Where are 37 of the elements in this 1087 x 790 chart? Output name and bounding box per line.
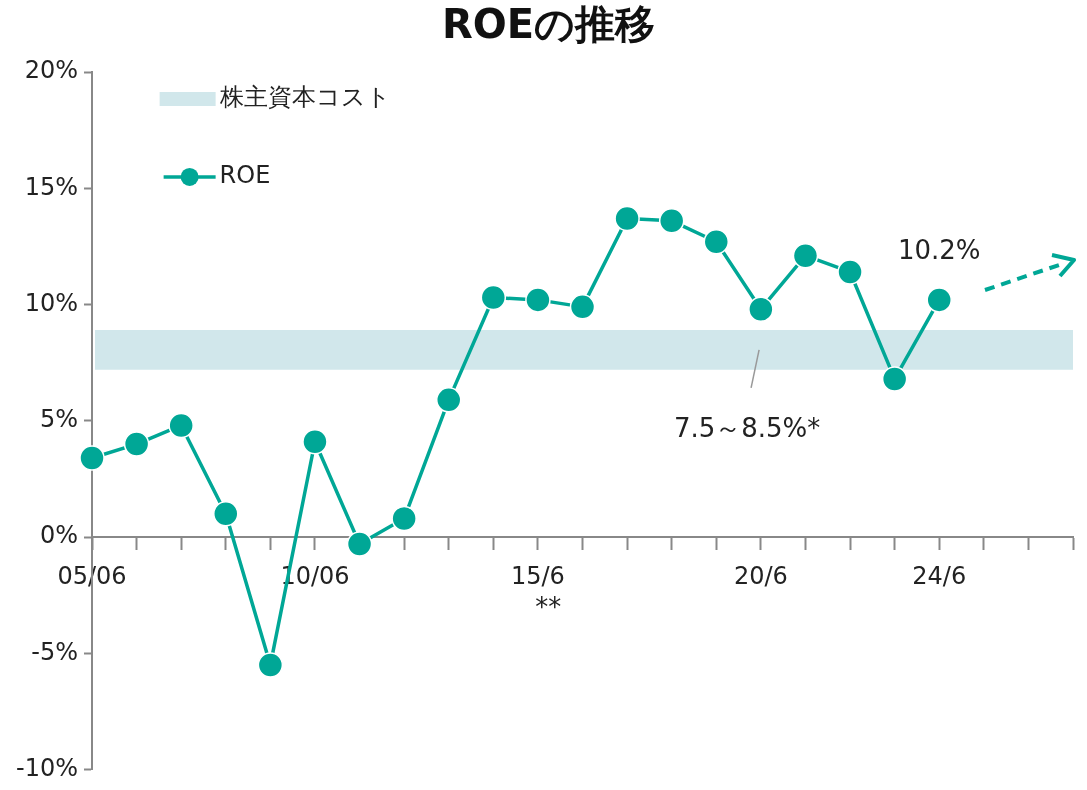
point [257,652,284,678]
point [435,387,462,413]
point [614,205,640,232]
point [346,531,373,557]
point [213,501,239,527]
point [881,366,908,392]
point [837,259,863,285]
point [79,445,105,471]
y-tick-label: -10% [15,753,78,782]
y-tick-label: 0% [39,521,78,550]
point [926,287,952,313]
x-tick-label: 05/06 [57,561,127,590]
point [748,296,774,322]
annotation: 10.2% [897,234,981,265]
point [168,412,194,439]
annotation: ** [535,591,562,622]
x-tick-label: 20/6 [733,561,788,590]
point [569,294,596,320]
legend-label: 株主資本コスト [218,83,391,112]
y-tick-label: 20% [24,56,78,85]
x-tick-label: 24/6 [912,561,967,590]
y-tick-label: 10% [24,288,78,317]
chart-title: ROEの推移 [441,1,656,48]
point [658,208,685,234]
point [525,287,551,313]
point [480,284,507,311]
point [123,431,150,457]
point [391,505,417,532]
point [302,428,328,455]
point [792,242,819,269]
y-tick-label: -5% [31,637,78,666]
y-tick-label: 5% [39,405,78,434]
legend-label: ROE [219,161,271,190]
x-tick-label: 15/6 [510,561,565,590]
annotation: 7.5～8.5%* [673,412,821,443]
y-tick-label: 15% [24,172,78,201]
point [703,229,730,255]
